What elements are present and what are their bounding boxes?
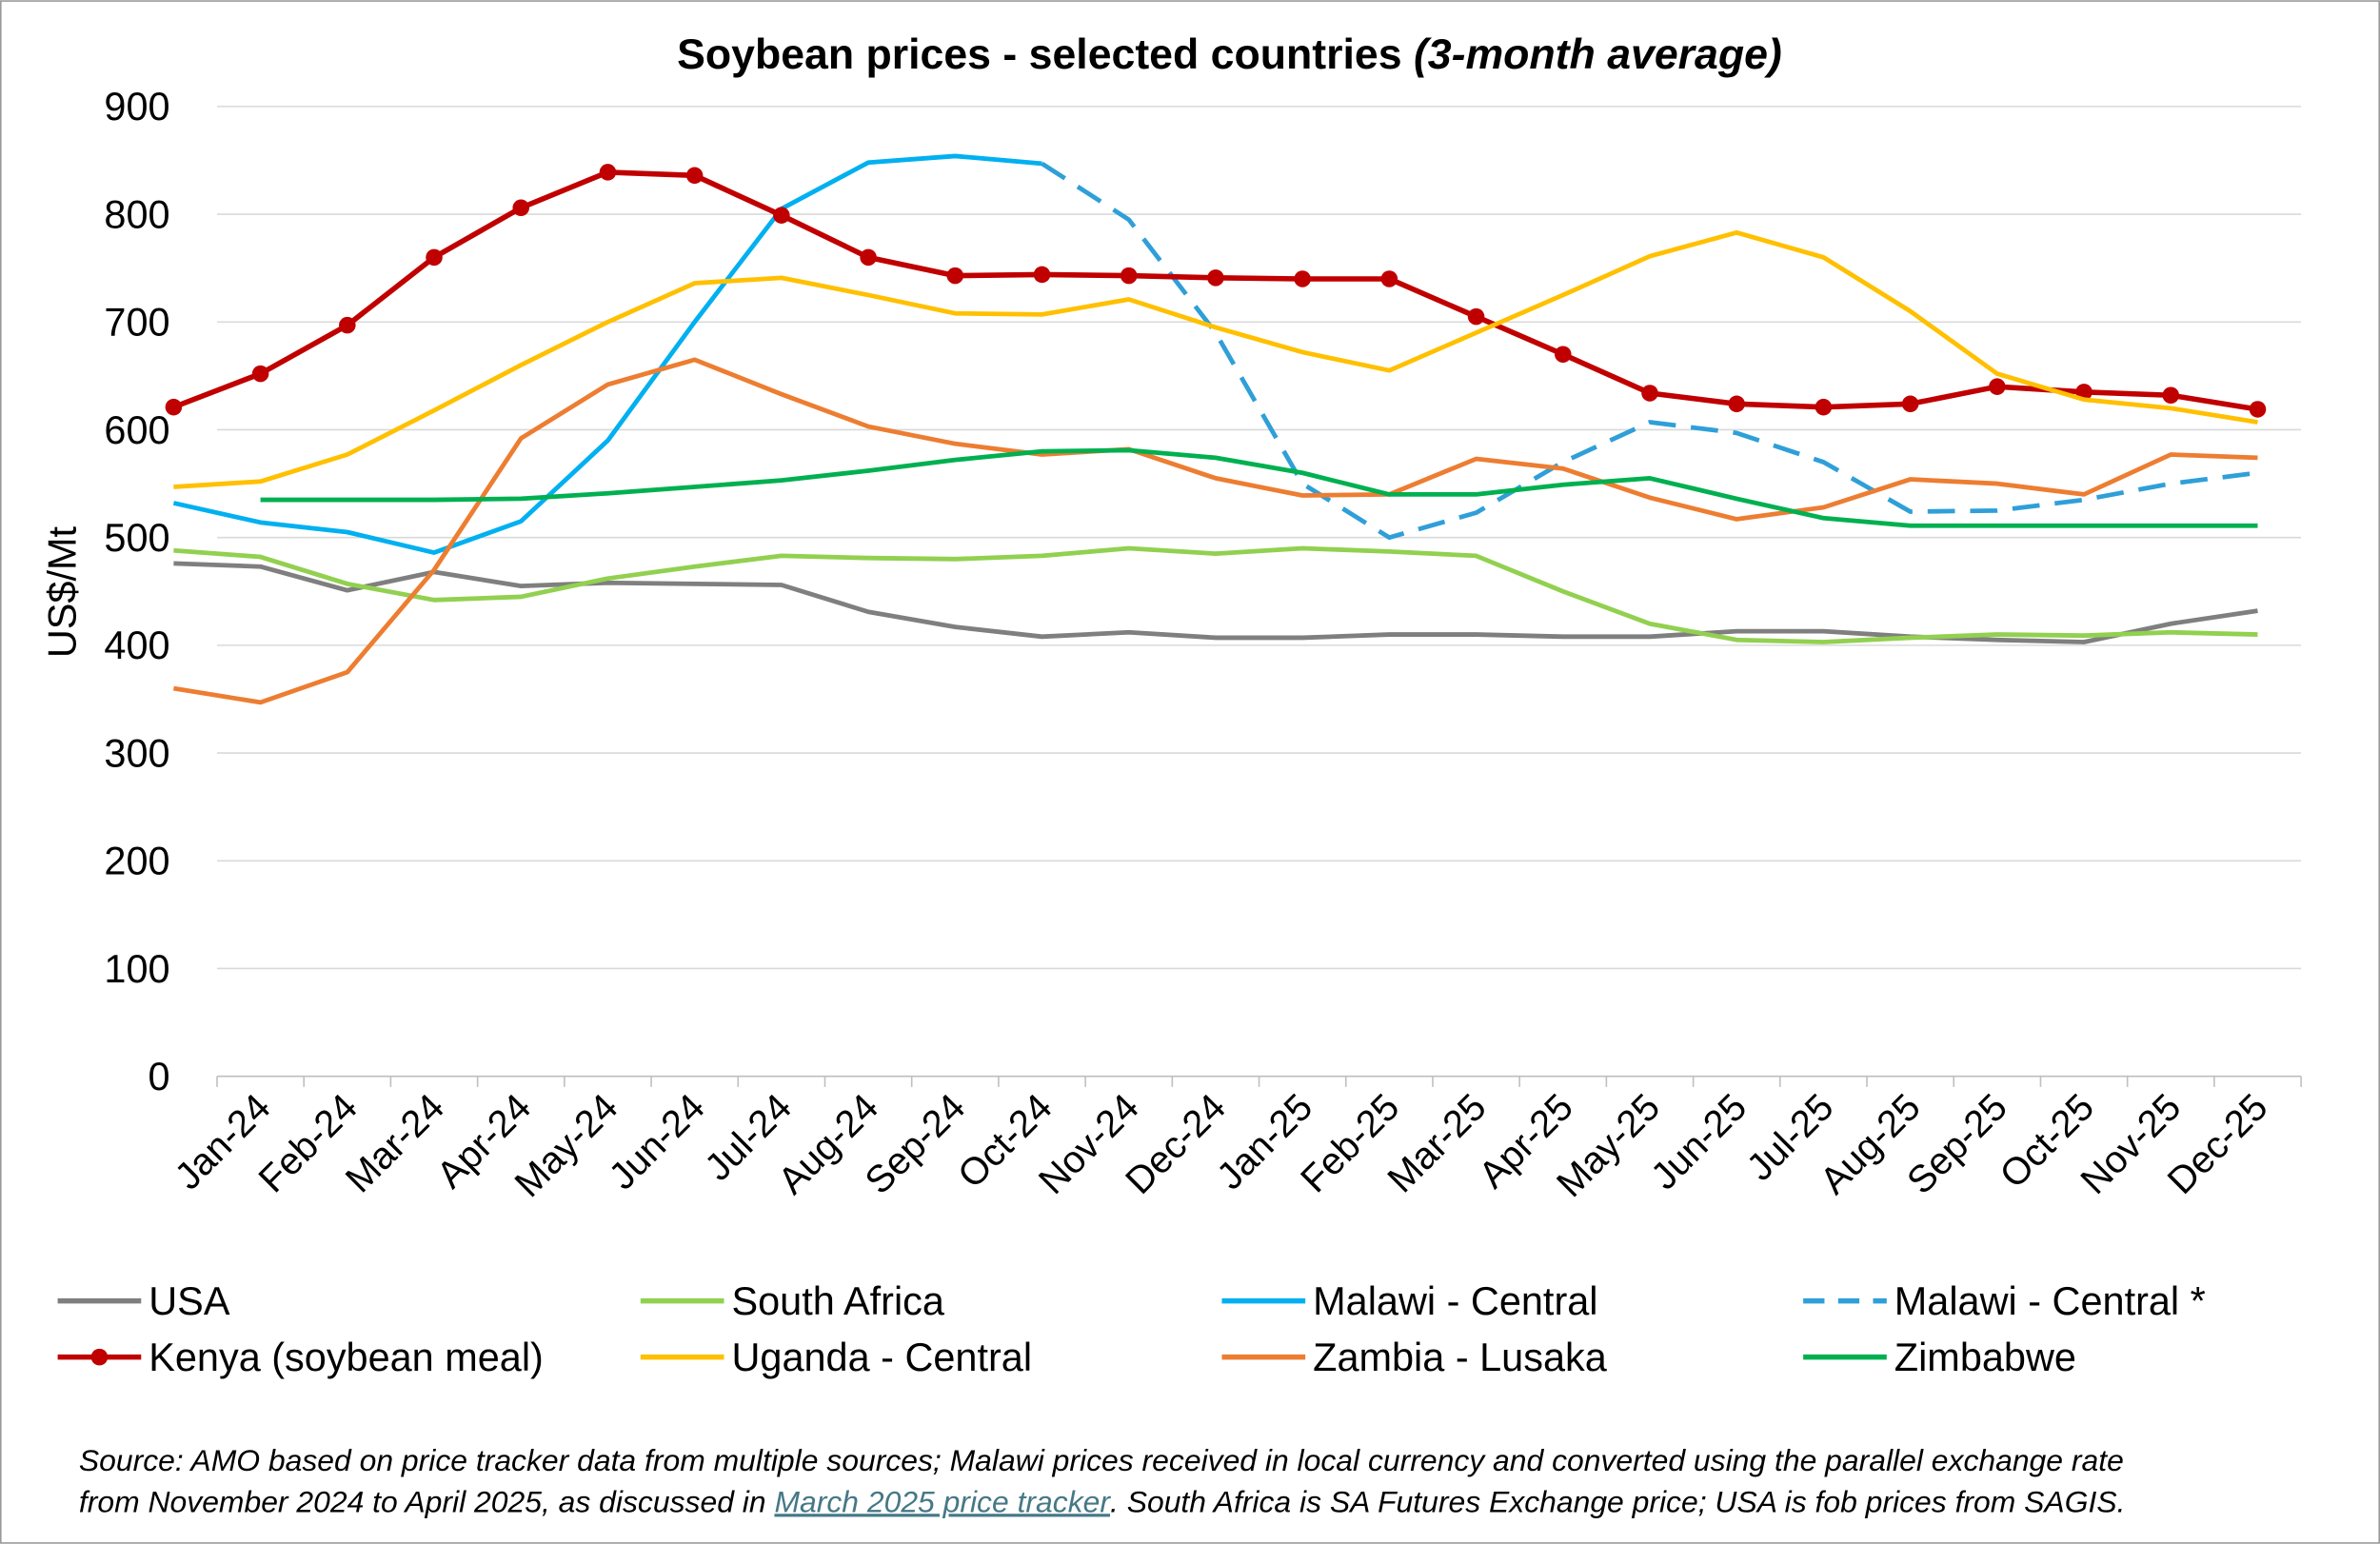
series-marker [1207, 269, 1224, 287]
legend-label: Zimbabwe [1894, 1335, 2076, 1379]
series-marker [512, 199, 530, 217]
legend-label: Uganda - Central [731, 1335, 1032, 1379]
series-line [173, 229, 2258, 489]
series-marker [1294, 270, 1311, 287]
series-marker [860, 248, 877, 267]
series-marker [1728, 395, 1745, 413]
series-marker [1555, 346, 1572, 363]
chart-title: Soybean prices - selected countries (3-m… [677, 31, 1782, 78]
y-tick-label: 500 [104, 515, 169, 560]
y-tick-label: 0 [149, 1054, 170, 1099]
legend-label: Malawi - Central * [1894, 1278, 2206, 1323]
title-italic: (3-month average) [1414, 31, 1782, 78]
series-marker [1467, 307, 1485, 326]
series-marker [339, 316, 356, 334]
series-marker [426, 248, 443, 267]
source-link[interactable]: March 2025 price tracker [774, 1484, 1111, 1518]
series-marker [1033, 266, 1051, 284]
source-text: . South Africa is SA Futures Exchange pr… [1110, 1484, 2125, 1518]
series-marker [1120, 267, 1138, 285]
series-marker [1901, 395, 1919, 413]
series-marker [685, 167, 704, 185]
legend-label: South Africa [731, 1278, 944, 1323]
source-line-2: from November 2024 to April 2025, as dis… [79, 1484, 2126, 1518]
legend-label: Malawi - Central [1313, 1278, 1597, 1323]
series-line [173, 357, 2258, 705]
series-marker [1989, 378, 2006, 395]
y-tick-label: 100 [104, 946, 169, 991]
series-line [172, 153, 1042, 555]
series-line [260, 447, 2258, 528]
series-marker [773, 207, 790, 224]
source-text: from November 2024 to April 2025, as dis… [79, 1484, 775, 1518]
series-marker [1380, 270, 1398, 287]
y-tick-label: 200 [104, 839, 169, 883]
legend-label: Kenya (soybean meal) [149, 1335, 544, 1379]
y-tick-label: 400 [104, 623, 169, 667]
title-main: Soybean prices - selected countries [677, 31, 1401, 78]
series-marker [1815, 398, 1833, 416]
source-text: Source: AMO based on price tracker data … [79, 1443, 2124, 1477]
series-marker [2162, 386, 2180, 405]
y-tick-label: 800 [104, 191, 169, 236]
y-tick-label: 900 [104, 84, 169, 129]
series-line [173, 545, 2258, 644]
legend-label: Zambia - Lusaka [1313, 1335, 1608, 1379]
y-tick-label: 600 [104, 407, 169, 452]
source-line-1: Source: AMO based on price tracker data … [79, 1443, 2124, 1477]
series-line [1041, 161, 2258, 541]
legend-label: USA [149, 1278, 230, 1323]
y-tick-label: 700 [104, 300, 169, 345]
series-marker [165, 398, 183, 416]
series-marker [251, 365, 269, 383]
series-marker [946, 267, 964, 285]
y-axis-label: US$/Mt [40, 526, 85, 659]
y-tick-label: 300 [104, 730, 169, 775]
series-marker [599, 164, 617, 181]
series-marker [2249, 401, 2267, 418]
series-marker [1641, 385, 1658, 402]
legend-marker [90, 1348, 109, 1366]
